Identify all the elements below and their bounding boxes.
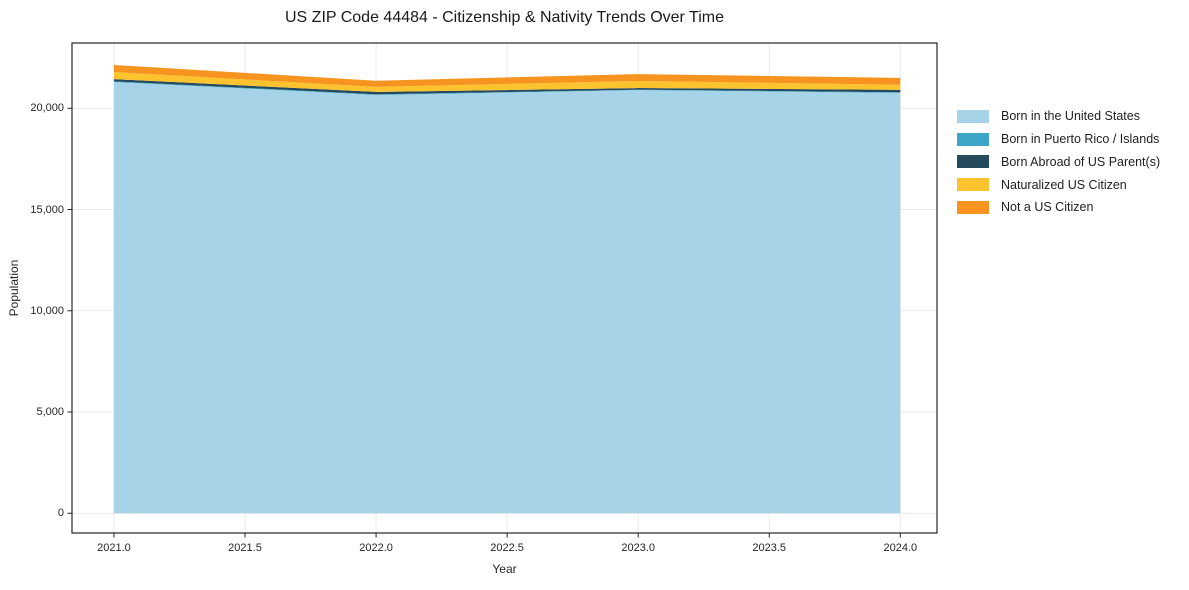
x-tick-label: 2021.5 — [228, 542, 262, 554]
x-tick-label: 2024.0 — [883, 542, 918, 554]
legend-item: Naturalized US Citizen — [957, 173, 1160, 196]
x-axis-label: Year — [492, 562, 517, 576]
y-axis-label: Population — [7, 259, 21, 317]
x-tick-label: 2023.0 — [621, 542, 655, 554]
legend-label: Born in Puerto Rico / Islands — [1001, 132, 1160, 147]
x-tick-label: 2023.5 — [752, 542, 787, 554]
legend-swatch — [957, 109, 989, 123]
legend-label: Naturalized US Citizen — [1001, 177, 1127, 192]
area-series-0 — [113, 81, 901, 514]
area-series-1 — [113, 81, 901, 95]
legend-swatch — [957, 155, 989, 169]
y-tick-label: 5,000 — [36, 406, 64, 419]
legend-item: Born Abroad of US Parent(s) — [957, 151, 1160, 174]
legend-swatch — [957, 132, 989, 146]
legend-label: Not a US Citizen — [1001, 200, 1094, 215]
legend: Born in the United States Born in Puerto … — [957, 105, 1160, 219]
x-tick-label: 2022.5 — [490, 542, 524, 554]
y-tick-label: 0 — [57, 507, 64, 520]
chart-title: US ZIP Code 44484 - Citizenship & Nativi… — [285, 9, 724, 26]
legend-item: Born in Puerto Rico / Islands — [957, 128, 1160, 151]
legend-swatch — [957, 200, 989, 214]
area-series-4 — [113, 64, 901, 87]
area-series-3 — [113, 72, 901, 92]
legend-item: Born in the United States — [957, 105, 1160, 128]
y-tick-label: 20,000 — [30, 102, 64, 115]
legend-item: Not a US Citizen — [957, 196, 1160, 219]
y-tick-label: 10,000 — [30, 304, 64, 317]
y-tick-label: 15,000 — [30, 203, 64, 216]
area-series-2 — [113, 79, 901, 95]
legend-label: Born Abroad of US Parent(s) — [1001, 154, 1161, 169]
x-tick-label: 2021.0 — [97, 542, 131, 554]
plot-border — [71, 42, 938, 534]
x-tick-label: 2022.0 — [359, 542, 393, 554]
legend-swatch — [957, 178, 989, 192]
legend-label: Born in the United States — [1001, 109, 1140, 124]
